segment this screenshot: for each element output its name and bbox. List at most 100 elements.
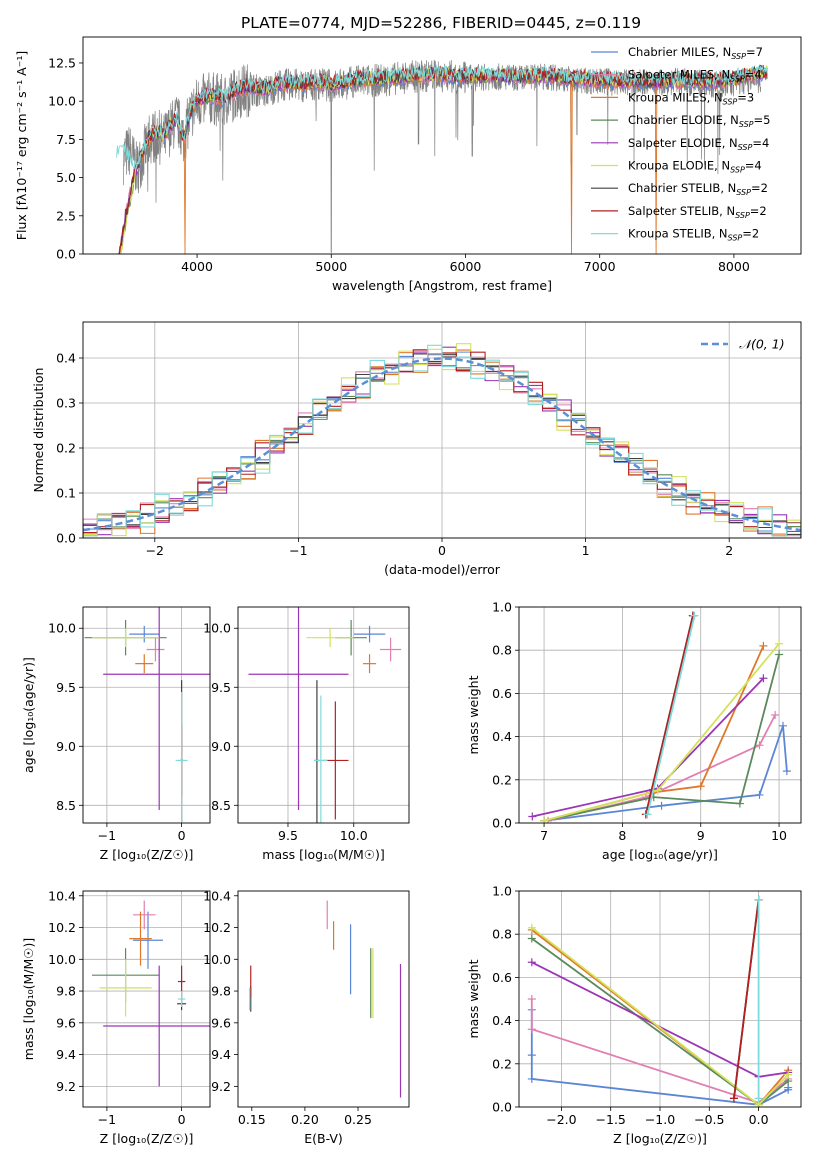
x-tick-label: 1	[582, 543, 590, 558]
y-tick-label: 0.2	[56, 441, 76, 456]
line-plot-area	[528, 611, 791, 823]
x-axis-label: age [log₁₀(age/yr)]	[602, 847, 718, 862]
y-axis-label: mass weight	[466, 675, 481, 754]
x-tick-label: 2	[725, 543, 733, 558]
weight-series-line	[646, 615, 696, 815]
y-tick-label: 9.0	[211, 739, 231, 754]
mass-vs-Z-panel: −1 0 9.2 9.4 9.6 9.8 10.0 10.2 10.4 Z [log₁₀(Z/Z☉…	[21, 888, 211, 1146]
weight-point-marker	[754, 1094, 763, 1103]
y-tick-label: 9.8	[211, 984, 231, 999]
x-tick-label: −2	[146, 543, 164, 558]
y-tick-label: 0.3	[56, 396, 76, 411]
weight-vs-Z-panel: −2.0 −1.5 −1.0 −0.5 0.0 0.0 0.2 0.4 0.6 0.8 1.0 Z […	[466, 884, 802, 1146]
x-tick-label: 0	[438, 543, 446, 558]
x-axis-label: (data-model)/error	[384, 562, 501, 577]
y-tick-label: 8.5	[211, 798, 231, 813]
weight-point-marker	[540, 816, 549, 823]
residual-histogram	[83, 344, 801, 538]
weight-point-marker	[759, 674, 768, 683]
x-tick-label: 10.0	[340, 828, 368, 843]
axes-frame	[82, 36, 802, 255]
weight-point-marker	[690, 611, 699, 620]
legend-label: Salpeter MILES, NSSP=4	[628, 68, 762, 84]
weight-series-line	[543, 654, 780, 822]
weight-point-marker	[775, 650, 784, 659]
weight-point-marker	[729, 1094, 738, 1103]
legend-label: Salpeter STELIB, NSSP=2	[628, 204, 767, 220]
legend-label: Chabrier MILES, NSSP=7	[628, 45, 763, 61]
y-tick-label: 9.6	[56, 1015, 76, 1030]
legend-label: Kroupa STELIB, NSSP=2	[628, 227, 759, 243]
y-tick-label: 10.4	[203, 888, 231, 903]
y-tick-label: 0.1	[56, 486, 76, 501]
x-tick-label: 0.20	[291, 1112, 319, 1127]
y-tick-label: 9.6	[211, 1015, 231, 1030]
y-tick-label: 10.0	[48, 621, 76, 636]
x-tick-label: 0.15	[238, 1112, 266, 1127]
y-tick-label: 12.5	[48, 55, 76, 70]
y-tick-label: 10.0	[203, 621, 231, 636]
weight-point-marker	[696, 782, 705, 791]
axes-frame	[82, 606, 211, 824]
y-tick-label: 0.2	[492, 772, 512, 787]
y-tick-label: 2.5	[56, 208, 76, 223]
x-tick-label: −2.0	[546, 1112, 576, 1127]
x-tick-label: 7000	[584, 259, 616, 274]
y-tick-label: 9.8	[56, 984, 76, 999]
x-tick-label: 8000	[718, 259, 750, 274]
errorbar-plot-area	[248, 607, 402, 823]
x-tick-label: −1.0	[645, 1112, 675, 1127]
weight-point-marker	[771, 711, 780, 719]
weight-point-marker	[754, 895, 763, 904]
errorbar-plot-area	[249, 900, 402, 1098]
weight-vs-age-panel: 7 8 9 10 0.0 0.2 0.4 0.6 0.8 1.0 age [log₁₀(age/yr…	[466, 600, 802, 862]
y-tick-label: 0.6	[492, 686, 512, 701]
y-axis-label: Flux [fλ10⁻¹⁷ erg cm⁻² s⁻¹ A⁻¹]	[14, 51, 29, 240]
y-tick-label: 0.4	[492, 729, 512, 744]
y-tick-label: 0.0	[56, 247, 76, 262]
axes-frame	[518, 890, 802, 1108]
y-axis-label: mass weight	[466, 959, 481, 1038]
errorbar-plot-area	[91, 900, 210, 1087]
y-tick-label: 9.5	[211, 680, 231, 695]
legend-label: Chabrier ELODIE, NSSP=5	[628, 113, 770, 129]
x-tick-label: 0	[178, 1112, 186, 1127]
weight-point-marker	[653, 786, 662, 795]
residuals-plot-area	[83, 343, 801, 538]
x-tick-label: 9	[697, 828, 705, 843]
weight-series-line	[543, 643, 780, 822]
weight-point-marker	[527, 934, 536, 943]
weight-point-marker	[775, 639, 784, 648]
y-tick-label: 0.0	[492, 816, 512, 831]
x-tick-label: 0.0	[749, 1112, 769, 1127]
weight-point-marker	[527, 1074, 536, 1083]
y-tick-label: 7.5	[56, 132, 76, 147]
y-tick-label: 9.5	[56, 680, 76, 695]
y-tick-label: 0.2	[492, 1056, 512, 1071]
weight-point-marker	[527, 995, 536, 1003]
y-tick-label: 9.4	[211, 1047, 231, 1062]
y-tick-label: 0.4	[56, 351, 76, 366]
weight-point-marker	[755, 790, 764, 799]
weight-series-line	[645, 615, 694, 815]
weight-point-marker	[784, 1070, 793, 1079]
x-tick-label: −1.5	[596, 1112, 626, 1127]
y-tick-label: 5.0	[56, 170, 76, 185]
line-plot-area	[527, 895, 793, 1107]
weight-point-marker	[527, 1051, 536, 1060]
y-tick-label: 0.8	[492, 643, 512, 658]
x-tick-label: 7	[540, 828, 548, 843]
legend-label: Salpeter ELODIE, NSSP=4	[628, 136, 769, 152]
errorbar-plot-area	[84, 607, 210, 823]
age-vs-Z-panel: −1 0 8.5 9.0 9.5 10.0 Z [log₁₀(Z/Z☉)] age [log₁…	[21, 606, 211, 862]
y-tick-label: 9.2	[56, 1079, 76, 1094]
y-tick-label: 10.0	[48, 94, 76, 109]
axes-frame	[82, 890, 211, 1108]
weight-point-marker	[735, 799, 744, 808]
legend-label: Chabrier STELIB, NSSP=2	[628, 181, 768, 197]
weight-point-marker	[759, 641, 768, 650]
x-axis-label: wavelength [Angstrom, rest frame]	[332, 278, 552, 293]
axes-frame	[237, 606, 410, 824]
y-tick-label: 9.4	[56, 1047, 76, 1062]
